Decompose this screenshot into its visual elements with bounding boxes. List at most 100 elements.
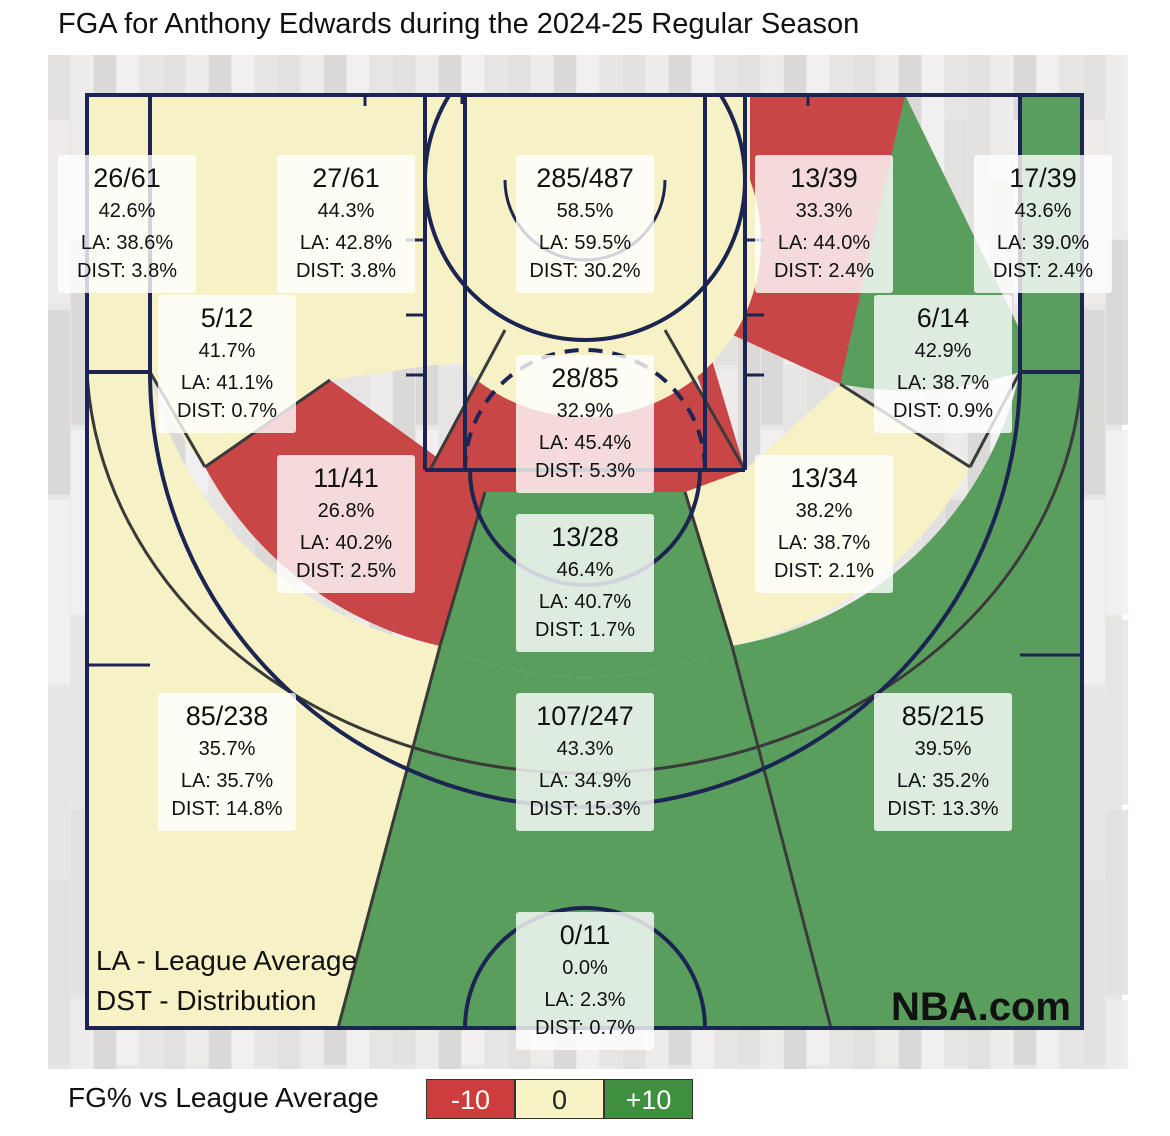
zone-distribution: DIST: 2.5%: [296, 560, 396, 582]
zone-label-9: 13/34 38.2% LA: 38.7% DIST: 2.1%: [755, 455, 893, 593]
zone-label-5: 5/12 41.7% LA: 41.1% DIST: 0.7%: [158, 295, 296, 433]
zone-league-avg: LA: 40.7%: [539, 591, 632, 613]
zone-distribution: DIST: 5.3%: [535, 460, 635, 482]
zone-distribution: DIST: 13.3%: [887, 798, 998, 820]
zone-label-2: 285/487 58.5% LA: 59.5% DIST: 30.2%: [516, 155, 654, 293]
zone-league-avg: LA: 39.0%: [997, 232, 1090, 254]
legend-average-swatch: 0: [515, 1079, 604, 1119]
zone-league-avg: LA: 2.3%: [544, 989, 625, 1011]
zone-fg-pct: 44.3%: [318, 200, 375, 222]
nba-watermark: NBA.com: [891, 985, 1071, 1029]
zone-league-avg: LA: 42.8%: [300, 232, 393, 254]
zone-fg-pct: 0.0%: [562, 957, 608, 979]
zone-fg-pct: 46.4%: [557, 559, 614, 581]
zone-divider-10: [428, 329, 507, 471]
zone-league-avg: LA: 34.9%: [539, 770, 632, 792]
zone-fgm-fga: 27/61: [312, 163, 380, 193]
zone-divider-6: [438, 491, 487, 647]
zone-fg-pct: 26.8%: [318, 500, 375, 522]
zone-label-box: [58, 155, 196, 293]
zone-label-4: 17/39 43.6% LA: 39.0% DIST: 2.4%: [974, 155, 1112, 293]
zone-label-13: 85/215 39.5% LA: 35.2% DIST: 13.3%: [874, 693, 1012, 831]
zone-fgm-fga: 85/215: [902, 701, 985, 731]
zone-league-avg: LA: 38.6%: [81, 232, 174, 254]
zone-fgm-fga: 13/34: [790, 463, 858, 493]
zone-label-1: 27/61 44.3% LA: 42.8% DIST: 3.8%: [277, 155, 415, 293]
zone-label-8: 11/41 26.8% LA: 40.2% DIST: 2.5%: [277, 455, 415, 593]
zone-league-avg: LA: 35.2%: [897, 770, 990, 792]
zone-fill-12: [338, 646, 831, 1028]
zone-league-avg: LA: 59.5%: [539, 232, 632, 254]
zone-distribution: DIST: 14.8%: [171, 798, 282, 820]
zone-divider-7: [683, 491, 734, 647]
zone-fg-pct: 32.9%: [557, 400, 614, 422]
legend-above-swatch: +10: [604, 1079, 693, 1119]
zone-fgm-fga: 285/487: [536, 163, 634, 193]
lane-hash-marks: [406, 238, 764, 377]
zone-fg-pct: 35.7%: [199, 738, 256, 760]
zone-fgm-fga: 85/238: [186, 701, 269, 731]
zone-label-box: [516, 912, 654, 1050]
zone-distribution: DIST: 2.4%: [993, 260, 1093, 282]
zone-fgm-fga: 6/14: [917, 303, 970, 333]
free-throw-circle: [423, 95, 748, 342]
zone-label-box: [874, 693, 1012, 831]
zone-distribution: DIST: 0.7%: [177, 400, 277, 422]
zone-fgm-fga: 107/247: [536, 701, 634, 731]
zone-distribution: DIST: 15.3%: [529, 798, 640, 820]
zone-label-14: 0/11 0.0% LA: 2.3% DIST: 0.7%: [516, 912, 654, 1050]
legend-title: FG% vs League Average: [68, 1082, 379, 1113]
zone-league-avg: LA: 35.7%: [181, 770, 274, 792]
zone-fg-pct: 42.6%: [99, 200, 156, 222]
zone-fg-pct: 38.2%: [796, 500, 853, 522]
center-circle-half: [463, 906, 707, 1028]
note-la: LA - League Average: [96, 945, 357, 976]
zone-divider-8: [336, 645, 442, 1028]
zone-label-11: 85/238 35.7% LA: 35.7% DIST: 14.8%: [158, 693, 296, 831]
zone-fgm-fga: 26/61: [93, 163, 161, 193]
zone-divider-9: [730, 645, 833, 1028]
coach-box-marks: [87, 653, 1082, 667]
zone-label-box: [277, 155, 415, 293]
ft-circle-dashed: [463, 348, 707, 471]
zone-label-box: [158, 693, 296, 831]
zone-label-box: [874, 295, 1012, 433]
legend-below-swatch: -10: [426, 1079, 515, 1119]
paint-inner: [463, 95, 707, 470]
zone-label-box: [755, 455, 893, 593]
zone-fgm-fga: 0/11: [560, 920, 611, 950]
zone-label-10: 13/28 46.4% LA: 40.7% DIST: 1.7%: [516, 514, 654, 652]
zone-fg-pct: 58.5%: [557, 200, 614, 222]
zone-league-avg: LA: 40.2%: [300, 532, 393, 554]
zone-label-12: 107/247 43.3% LA: 34.9% DIST: 15.3%: [516, 693, 654, 831]
zone-distribution: DIST: 2.4%: [774, 260, 874, 282]
zone-league-avg: LA: 41.1%: [181, 372, 274, 394]
zone-fg-pct: 41.7%: [199, 340, 256, 362]
note-dst: DST - Distribution: [96, 985, 316, 1016]
zone-league-avg: LA: 45.4%: [539, 432, 632, 454]
zone-fg-pct: 33.3%: [796, 200, 853, 222]
zone-label-box: [277, 455, 415, 593]
zone-label-3: 13/39 33.3% LA: 44.0% DIST: 2.4%: [755, 155, 893, 293]
zone-label-box: [974, 155, 1112, 293]
zone-distribution: DIST: 3.8%: [296, 260, 396, 282]
zone-labels: 26/61 42.6% LA: 38.6% DIST: 3.8% 27/61 44.3% L…: [58, 155, 1112, 1050]
zone-label-box: [516, 514, 654, 652]
zone-league-avg: LA: 44.0%: [778, 232, 871, 254]
zone-label-box: [516, 693, 654, 831]
zone-fgm-fga: 13/39: [790, 163, 858, 193]
zone-label-7: 6/14 42.9% LA: 38.7% DIST: 0.9%: [874, 295, 1012, 433]
zone-label-6: 28/85 32.9% LA: 45.4% DIST: 5.3%: [516, 355, 654, 493]
zone-fg-pct: 39.5%: [915, 738, 972, 760]
zone-distribution: DIST: 3.8%: [77, 260, 177, 282]
zone-label-box: [755, 155, 893, 293]
zone-fgm-fga: 11/41: [313, 463, 379, 493]
zone-label-box: [516, 355, 654, 493]
zone-distribution: DIST: 1.7%: [535, 619, 635, 641]
zone-distribution: DIST: 0.9%: [893, 400, 993, 422]
zone-league-avg: LA: 38.7%: [778, 532, 871, 554]
zone-fgm-fga: 17/39: [1009, 163, 1077, 193]
zone-fg-pct: 42.9%: [915, 340, 972, 362]
zone-league-avg: LA: 38.7%: [897, 372, 990, 394]
